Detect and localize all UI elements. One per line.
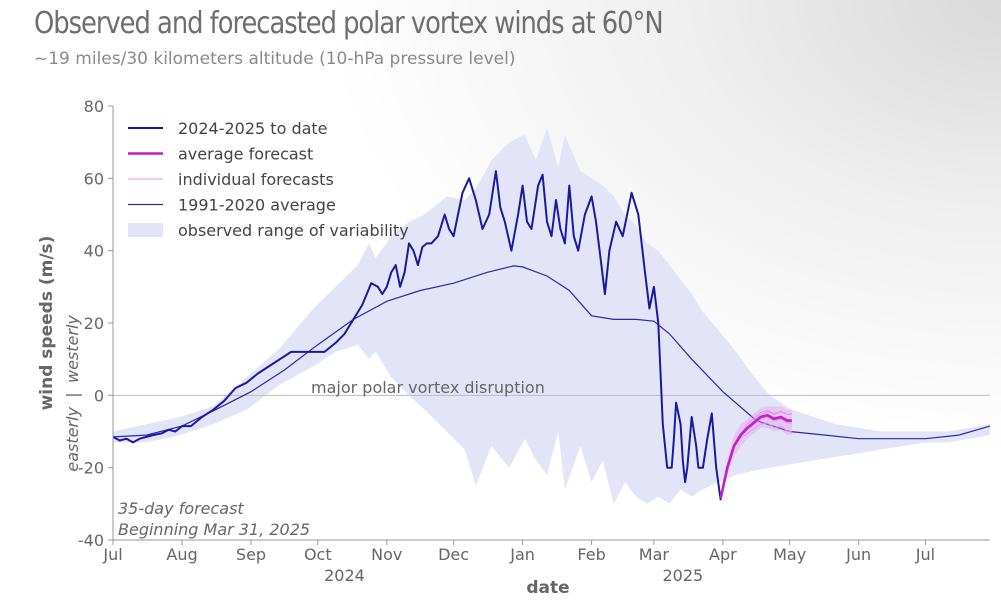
x-tick-label: Dec <box>438 545 469 564</box>
climatology-line <box>112 265 991 440</box>
forecast-spread <box>720 406 792 501</box>
easterly-label: easterly <box>63 406 82 471</box>
legend: 2024-2025 to date average forecast individ… <box>128 119 409 240</box>
forecast-note-line1: 35-day forecast <box>118 499 244 518</box>
x-tick-label: Oct <box>304 545 332 564</box>
x-axis-label: date <box>526 578 569 598</box>
year-label: 2025 <box>662 566 703 585</box>
series-lines-layer <box>112 170 991 501</box>
axes-layer: -40 -20 0 20 40 60 80 Jul Aug Sep Oct Nov Dec Jan Feb M… <box>78 97 990 585</box>
variability-band <box>113 127 990 504</box>
x-tick-label: Jul <box>915 545 935 564</box>
x-tick-label: Mar <box>639 545 670 564</box>
x-tick-label: Jan <box>509 545 535 564</box>
annotations-layer: major polar vortex disruption 35-day for… <box>37 236 570 598</box>
legend-entry-label: observed range of variability <box>178 221 409 240</box>
y-tick-label: 60 <box>84 169 104 188</box>
average-forecast-line <box>719 413 792 499</box>
y-tick-label: 80 <box>84 97 104 116</box>
x-tick-label: Jul <box>102 545 122 564</box>
forecast-note-line2: Beginning Mar 31, 2025 <box>118 520 310 539</box>
variability-band-layer <box>113 127 990 504</box>
chart-subtitle: ~19 miles/30 kilometers altitude (10-hPa… <box>34 49 516 69</box>
y-tick-label: -20 <box>78 459 104 478</box>
year-label: 2024 <box>324 566 365 585</box>
westerly-label: westerly <box>63 315 82 383</box>
x-tick-label: May <box>773 545 806 564</box>
legend-entry-label: average forecast <box>178 145 313 164</box>
x-tick-label: Aug <box>166 545 197 564</box>
direction-separator: | <box>63 392 82 397</box>
observed-line <box>112 170 722 501</box>
legend-entry-label: 1991-2020 average <box>178 196 336 215</box>
y-axis-label: wind speeds (m/s) <box>37 236 57 411</box>
x-tick-label: Apr <box>709 545 737 564</box>
disruption-annotation: major polar vortex disruption <box>311 378 545 397</box>
chart-title: Observed and forecasted polar vortex win… <box>34 6 664 41</box>
x-tick-label: Jun <box>845 545 871 564</box>
y-tick-label: -40 <box>78 531 104 550</box>
x-tick-label: Nov <box>371 545 402 564</box>
y-axis-direction-labels: westerly | easterly <box>63 315 82 472</box>
x-tick-label: Feb <box>577 545 605 564</box>
legend-entry-label: individual forecasts <box>178 170 334 189</box>
y-tick-label: 40 <box>84 242 104 261</box>
y-tick-label: 0 <box>94 386 104 405</box>
x-tick-label: Sep <box>236 545 266 564</box>
legend-swatch-variability <box>128 223 163 237</box>
y-tick-label: 20 <box>84 314 104 333</box>
legend-entry-label: 2024-2025 to date <box>178 119 328 138</box>
